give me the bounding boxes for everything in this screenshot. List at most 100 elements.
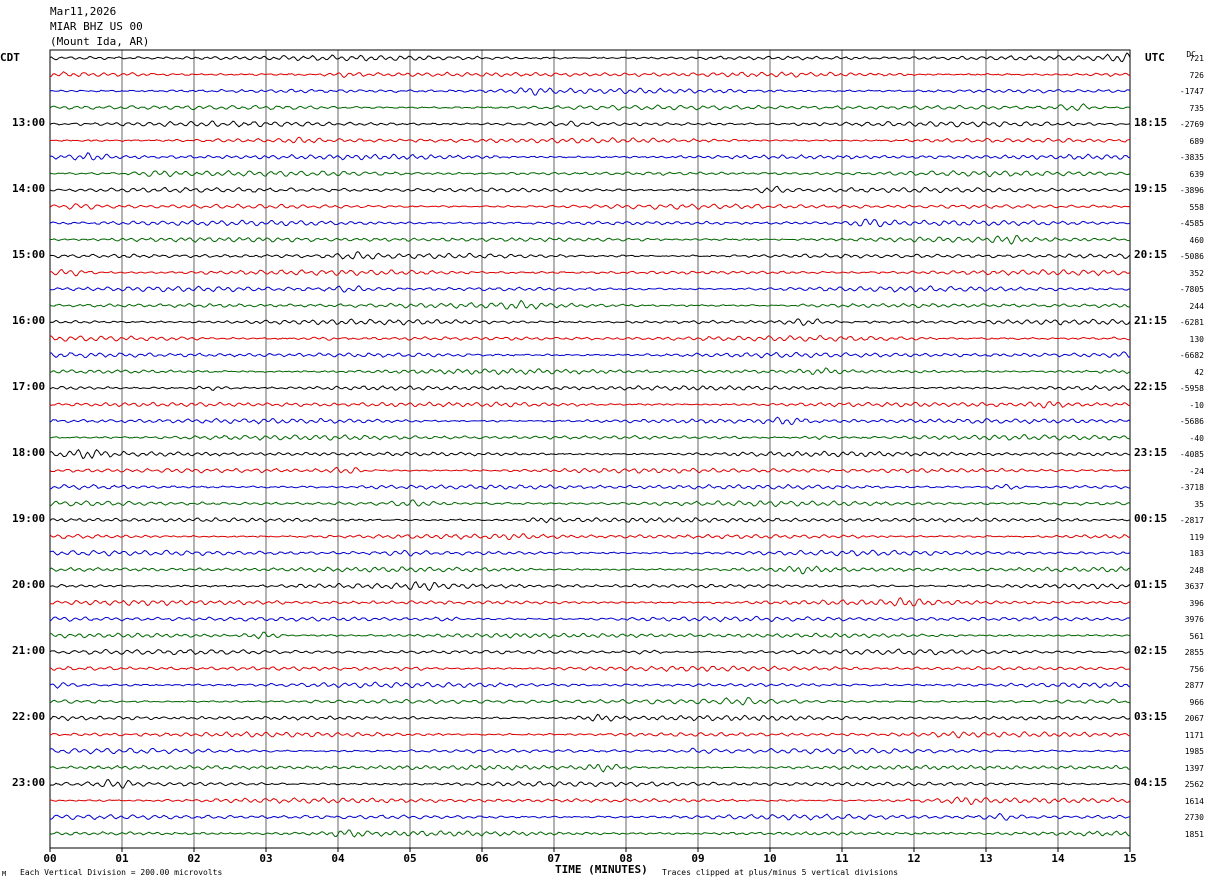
x-tick-label: 09: [691, 852, 705, 865]
dc-offset-value: 244: [1189, 301, 1204, 311]
trace-line: [49, 234, 1131, 245]
x-tick-label: 10: [763, 852, 777, 865]
dc-offset-value: -5086: [1179, 252, 1204, 261]
trace-line: [49, 448, 1131, 460]
dc-offset-value: 726: [1189, 70, 1204, 80]
dc-offset-value: -6281: [1179, 318, 1204, 327]
trace-line: [49, 203, 1131, 210]
x-tick-label: 07: [547, 852, 561, 865]
cdt-hour-label: 14:00: [12, 182, 46, 195]
trace-line: [49, 549, 1131, 557]
x-tick-label: 06: [475, 852, 489, 865]
trace-line: [49, 581, 1131, 591]
trace-line: [49, 434, 1131, 441]
clip-note: Traces clipped at plus/minus 5 vertical …: [662, 868, 899, 877]
x-tick-label: 04: [331, 852, 345, 865]
dc-offset-value: 2067: [1184, 714, 1204, 723]
trace-line: [49, 268, 1131, 277]
dc-offset-value: 396: [1189, 598, 1204, 608]
trace-line: [49, 533, 1131, 541]
dc-offset-value: 248: [1189, 565, 1204, 575]
trace-line: [49, 631, 1131, 640]
dc-offset-value: 130: [1189, 334, 1204, 344]
dc-offset-value: -3835: [1179, 153, 1204, 162]
trace-line: [49, 596, 1131, 607]
cdt-hour-label: 15:00: [12, 248, 46, 261]
utc-hour-label: 18:15: [1134, 116, 1168, 129]
dc-offset-value: -3718: [1179, 483, 1204, 492]
x-tick-label: 03: [259, 852, 273, 865]
x-tick-label: 13: [979, 852, 993, 865]
dc-offset-value: -6682: [1179, 351, 1204, 360]
x-axis: [49, 848, 1131, 852]
utc-hour-label: 23:15: [1134, 446, 1168, 459]
x-tick-label: 14: [1051, 852, 1065, 865]
dc-offset-value: 1397: [1184, 763, 1204, 773]
dc-offset-value: 352: [1189, 268, 1204, 278]
trace-line: [49, 87, 1131, 96]
seismic-traces: [49, 52, 1131, 838]
cdt-hour-label: 13:00: [12, 116, 46, 129]
cdt-hour-label: 22:00: [12, 710, 46, 723]
trace-line: [49, 416, 1131, 426]
cdt-hour-label: 17:00: [12, 380, 46, 393]
dc-offset-value: 689: [1189, 136, 1204, 146]
trace-line: [49, 665, 1131, 673]
trace-line: [49, 796, 1131, 806]
dc-offset-value: -2769: [1179, 120, 1204, 129]
dc-offset-value: -4085: [1179, 450, 1204, 459]
cdt-hour-label: 19:00: [12, 512, 46, 525]
trace-line: [49, 517, 1131, 524]
trace-line: [49, 103, 1131, 112]
x-tick-label: 01: [115, 852, 129, 865]
right-timezone-label: UTC: [1145, 51, 1165, 64]
dc-offset-value: 2877: [1184, 681, 1204, 690]
dc-offset-value: -5958: [1179, 384, 1204, 393]
trace-line: [49, 697, 1131, 706]
plot-date: Mar11,2026: [50, 5, 117, 18]
scale-note: Each Vertical Division = 200.00 microvol…: [20, 868, 223, 877]
x-tick-label: 05: [403, 852, 417, 865]
x-tick-label: 00: [43, 852, 57, 865]
trace-line: [49, 747, 1131, 755]
trace-line: [49, 401, 1131, 409]
utc-hour-label: 02:15: [1134, 644, 1168, 657]
trace-line: [49, 466, 1131, 474]
trace-line: [49, 71, 1131, 79]
trace-line: [49, 499, 1131, 508]
station-location: (Mount Ida, AR): [50, 35, 150, 48]
cdt-hour-label: 16:00: [12, 314, 46, 327]
dc-offset-value: -24: [1189, 466, 1204, 476]
dc-offset-value: 460: [1189, 235, 1204, 245]
trace-line: [49, 615, 1131, 623]
cdt-hour-label: 23:00: [12, 776, 46, 789]
dc-offset-value: -2817: [1179, 516, 1204, 525]
dc-offset-value: 1171: [1184, 730, 1204, 740]
dc-offset-value: 1985: [1184, 747, 1204, 756]
dc-offset-value: 3637: [1184, 582, 1204, 591]
trace-line: [49, 285, 1131, 293]
x-tick-label: 02: [187, 852, 201, 865]
utc-hour-label: 22:15: [1134, 380, 1168, 393]
dc-offset-value: 2855: [1184, 648, 1204, 657]
time-gridlines: [49, 49, 1131, 849]
trace-line: [49, 136, 1131, 144]
utc-hour-label: 21:15: [1134, 314, 1168, 327]
trace-line: [49, 829, 1131, 838]
trace-line: [49, 120, 1131, 128]
utc-hour-label: 03:15: [1134, 710, 1168, 723]
dc-offset-header: DC: [1186, 50, 1196, 59]
trace-line: [49, 52, 1131, 63]
trace-line: [49, 730, 1131, 739]
left-timezone-label: CDT: [0, 51, 20, 64]
trace-line: [49, 335, 1131, 342]
trace-line: [49, 648, 1131, 656]
trace-line: [49, 299, 1131, 310]
utc-hour-label: 00:15: [1134, 512, 1168, 525]
trace-line: [49, 713, 1131, 722]
dc-offset-value: -4585: [1179, 219, 1204, 228]
dc-offset-value: -40: [1189, 433, 1204, 443]
dc-offset-value: 639: [1189, 169, 1204, 179]
station-code: MIAR BHZ US 00: [50, 20, 143, 33]
